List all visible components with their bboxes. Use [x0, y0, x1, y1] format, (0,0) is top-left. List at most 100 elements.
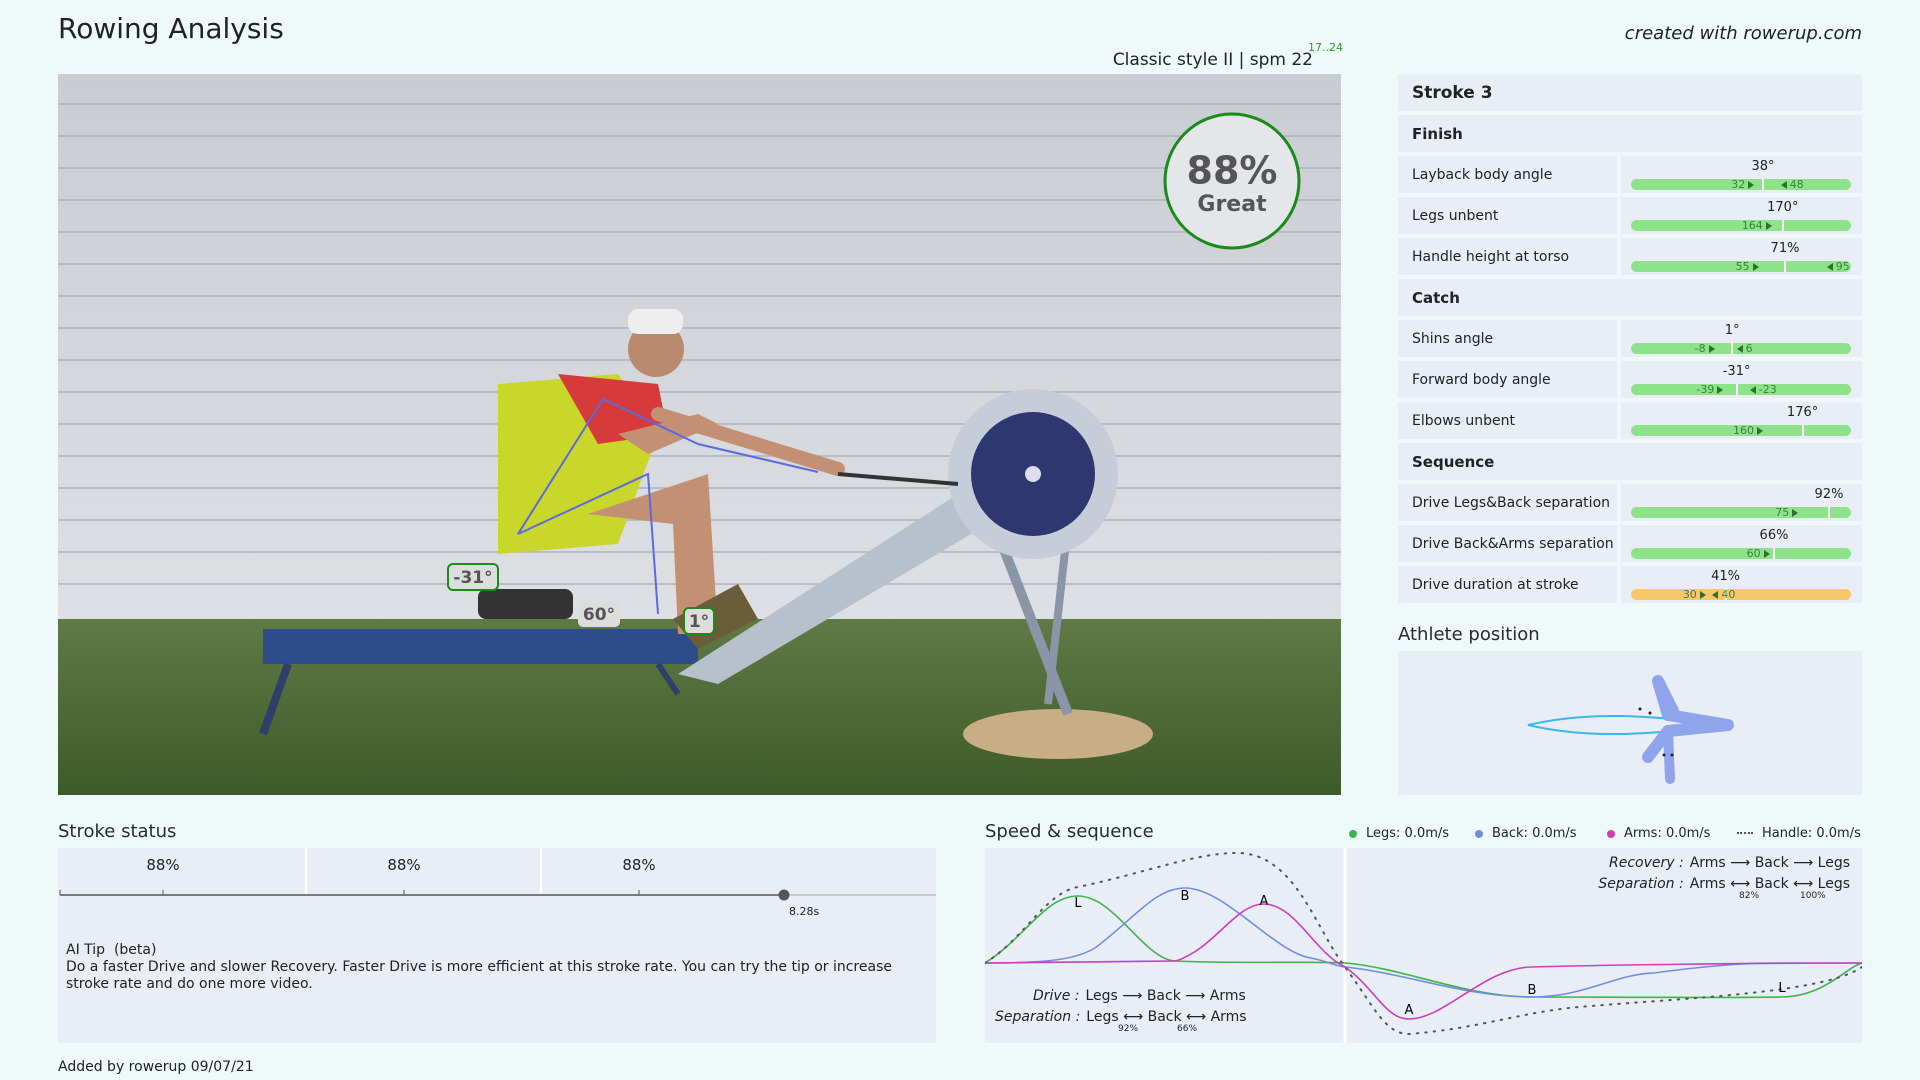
value-marker — [1784, 261, 1786, 272]
metric-label: Forward body angle — [1398, 361, 1617, 398]
stroke-status-panel: 88% 88% 88% 8.28s AI Tip (beta) Do a fas… — [58, 848, 936, 1043]
legend-label: Legs: 0.0m/s — [1366, 826, 1450, 841]
range-max-value: 48 — [1789, 178, 1804, 191]
score-rating: Great — [1197, 192, 1267, 217]
range-min: 160 — [1733, 424, 1763, 437]
separation-label: Separation : — [1598, 876, 1684, 892]
panel-title: Stroke 3 — [1398, 74, 1862, 111]
value-marker — [1773, 548, 1775, 559]
metric-bar: 55 95 — [1631, 260, 1851, 273]
drive-separation: Separation : Legs ⟷ Back ⟷ Arms — [995, 1009, 1247, 1025]
range-min-value: 55 — [1735, 260, 1750, 273]
metric-bar: -39 -23 — [1631, 383, 1851, 396]
metric-bar: -8 6 — [1631, 342, 1851, 355]
value-marker — [1781, 220, 1784, 231]
stroke-panel: Stroke 3 Finish Layback body angle 38° 32 48 L… — [1398, 74, 1862, 604]
range-arrow — [1712, 590, 1719, 599]
range-arrow — [1708, 344, 1715, 353]
recovery-order: Recovery : Arms ⟶ Back ⟶ Legs — [1609, 855, 1850, 871]
range-min: -39 — [1696, 383, 1724, 396]
range-min: 164 — [1742, 219, 1772, 232]
section-header: Sequence — [1398, 443, 1862, 480]
section-header: Finish — [1398, 115, 1862, 152]
metric-value: 176° — [1786, 405, 1819, 420]
legend-swatch — [1475, 829, 1483, 838]
separation-percent: 66% — [1177, 1024, 1198, 1034]
range-min-value: 60 — [1746, 547, 1761, 560]
metric-value: 1° — [1724, 323, 1740, 338]
metric-cell: 1° -8 6 — [1621, 320, 1862, 357]
legend-item: Handle: 0.0m/s — [1737, 826, 1861, 841]
section-title: Stroke status — [58, 821, 177, 842]
separation-percent: 92% — [1118, 1024, 1139, 1034]
drive-order: Drive : Legs ⟶ Back ⟶ Arms — [1033, 988, 1246, 1004]
drive-label: Drive : — [1033, 988, 1080, 1004]
metric-value: 92% — [1814, 487, 1844, 502]
legend-item: Legs: 0.0m/s — [1349, 826, 1449, 841]
tip-title: AI Tip (beta) — [66, 942, 157, 958]
metric-bar: 32 48 — [1631, 178, 1851, 191]
metric-label: Drive duration at stroke — [1398, 566, 1617, 603]
range-min-value: 160 — [1733, 424, 1754, 437]
metric-cell: 92% 75 — [1621, 484, 1862, 521]
stroke-score: 88% — [146, 856, 180, 874]
metric-cell: 66% 60 — [1621, 525, 1862, 562]
phase-label: A — [1260, 894, 1269, 909]
recovery-value: Arms ⟶ Back ⟶ Legs — [1689, 855, 1850, 871]
metric-cell: 41% 30 40 — [1621, 566, 1862, 603]
range-max: 95 — [1826, 260, 1850, 273]
tip-text: Do a faster Drive and slower Recovery. F… — [66, 959, 892, 992]
separation-label: Separation : — [995, 1009, 1081, 1025]
phase-label: L — [1778, 981, 1786, 996]
metric-cell: 176° 160 — [1621, 402, 1862, 439]
legend-item: Back: 0.0m/s — [1475, 826, 1577, 841]
metric-label: Drive Back&Arms separation — [1398, 525, 1617, 562]
range-arrow — [1752, 262, 1759, 271]
angle-tag: 1° — [689, 612, 709, 632]
time-label: 8.28s — [789, 905, 820, 918]
video-frame: 88% Great -31° 60° 1° — [58, 74, 1341, 795]
range-arrow — [1780, 180, 1787, 189]
range-max-value: 40 — [1721, 588, 1736, 601]
athlete-position-plot — [1398, 651, 1862, 795]
metric-cell: 38° 32 48 — [1621, 156, 1862, 193]
metric-value: 66% — [1759, 528, 1789, 543]
metric-label: Drive Legs&Back separation — [1398, 484, 1617, 521]
range-arrow — [1792, 508, 1799, 517]
stroke-score: 88% — [387, 856, 421, 874]
range-max-value: -23 — [1758, 383, 1777, 396]
speed-panel: L B A A B L Drive : Legs ⟶ Back ⟶ Arms Se… — [985, 848, 1862, 1043]
score: 88% — [1187, 149, 1278, 193]
style-info: Classic style II | spm 22 — [1112, 50, 1313, 70]
spm-range: 17..24 — [1308, 41, 1343, 54]
metric-label: Handle height at torso — [1398, 238, 1617, 275]
metric-label: Shins angle — [1398, 320, 1617, 357]
metric-value: 170° — [1767, 200, 1799, 215]
metric-bar: 30 40 — [1631, 588, 1851, 601]
legend-label: Back: 0.0m/s — [1492, 826, 1577, 841]
range-min: 32 — [1731, 178, 1755, 191]
value-marker — [1731, 343, 1734, 354]
recovery-label: Recovery : — [1608, 855, 1684, 871]
range-min-value: 75 — [1775, 506, 1790, 519]
section-title: Athlete position — [1398, 624, 1540, 645]
metric-label: Elbows unbent — [1398, 402, 1617, 439]
recovery-separation: Separation : Arms ⟷ Back ⟷ Legs — [1598, 876, 1850, 892]
metric-cell: 71% 55 95 — [1621, 238, 1862, 275]
section-title: Speed & sequence — [985, 821, 1154, 842]
timeline — [59, 848, 936, 901]
range-min-value: 30 — [1682, 588, 1697, 601]
value-marker — [1724, 589, 1727, 600]
legend-swatch — [1607, 829, 1615, 838]
value-marker — [1801, 425, 1804, 436]
range-min-value: -8 — [1694, 342, 1706, 355]
separation-percent: 100% — [1800, 891, 1826, 901]
metric-label: Layback body angle — [1398, 156, 1617, 193]
drive-value: Legs ⟶ Back ⟶ Arms — [1085, 988, 1246, 1004]
range-max: 48 — [1780, 178, 1804, 191]
separation-percent: 82% — [1739, 891, 1760, 901]
separation-value: Arms ⟷ Back ⟷ Legs — [1689, 876, 1850, 892]
legend-label: Handle: 0.0m/s — [1762, 826, 1861, 841]
legend-swatch — [1737, 831, 1753, 836]
speed-plot: L B A A B L — [985, 848, 1862, 1043]
